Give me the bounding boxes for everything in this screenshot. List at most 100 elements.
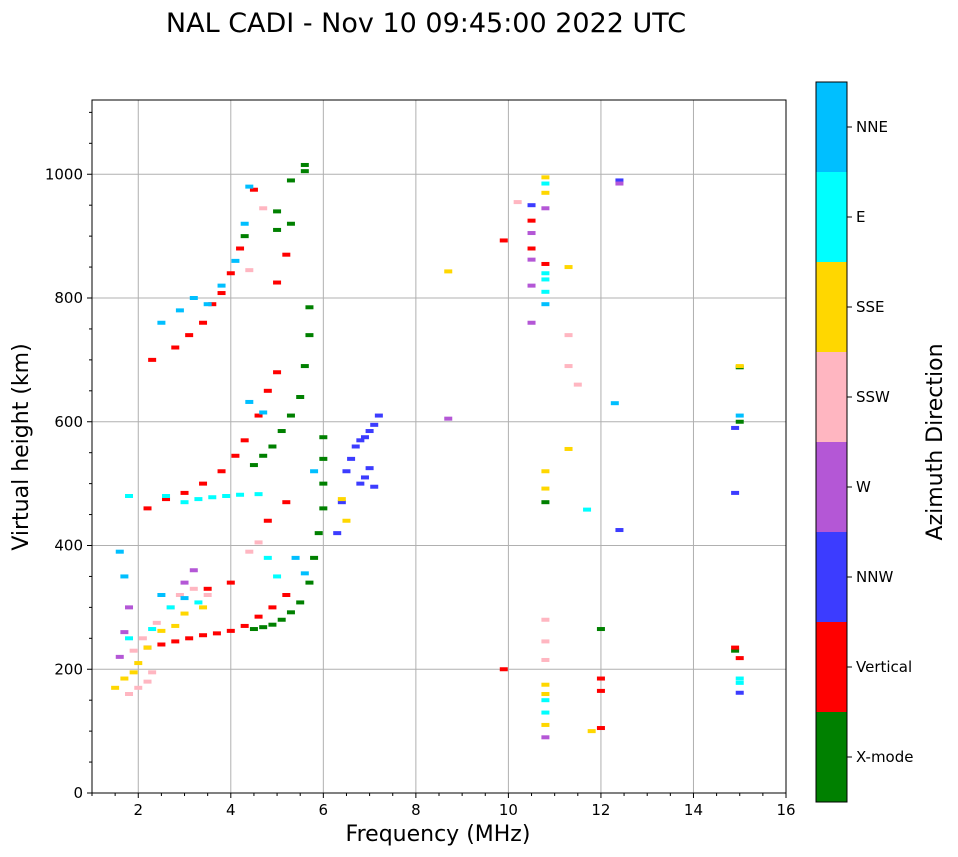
data-point-nne [203, 302, 212, 307]
data-point-sse [541, 175, 550, 180]
data-point-ssw [125, 692, 134, 696]
plot-frame [91, 99, 787, 794]
grid-lines [92, 100, 786, 793]
colorbar-segment-x-mode [816, 712, 847, 802]
data-point-nnw [370, 484, 379, 489]
data-point-x-mode [319, 456, 328, 461]
colorbar-frame [815, 81, 848, 803]
data-point-e [583, 507, 592, 512]
data-point-vertical [499, 238, 508, 243]
data-point-x-mode [319, 506, 328, 511]
data-point-sse [541, 190, 550, 195]
data-point-e [541, 698, 550, 703]
data-point-vertical [254, 614, 263, 619]
data-point-ssw [541, 657, 550, 662]
data-point-vertical [157, 642, 166, 647]
data-point-nne [245, 399, 254, 404]
data-point-vertical [162, 497, 171, 502]
data-point-ssw [259, 206, 268, 211]
data-point-sse [180, 611, 189, 616]
data-point-vertical [596, 676, 605, 681]
data-point-nnw [735, 690, 744, 695]
data-point-w [615, 181, 624, 186]
data-point-e [541, 277, 550, 282]
data-point-x-mode [296, 395, 305, 399]
data-point-vertical [226, 628, 235, 633]
data-point-vertical [171, 345, 180, 350]
data-point-sse [541, 722, 550, 727]
data-point-w [527, 283, 536, 288]
data-point-e [125, 636, 134, 641]
x-tick-label: 10 [499, 801, 518, 819]
data-point-sse [444, 269, 453, 274]
data-point-ssw [203, 593, 212, 597]
data-point-x-mode [273, 209, 282, 214]
data-point-nne [115, 549, 124, 554]
data-point-vertical [226, 580, 235, 585]
data-point-e [541, 289, 550, 294]
data-point-nnw [615, 528, 624, 533]
data-point-nnw [374, 413, 383, 418]
data-point-vertical [731, 645, 740, 650]
data-point-vertical [143, 506, 152, 511]
data-point-vertical [268, 605, 277, 610]
data-point-x-mode [319, 435, 328, 440]
data-point-e [180, 500, 189, 505]
data-point-nnw [615, 178, 624, 183]
data-point-e [541, 710, 550, 715]
data-point-vertical [527, 246, 536, 251]
data-point-ssw [129, 648, 138, 653]
data-point-nnw [337, 500, 346, 505]
colorbar-segment-vertical [816, 622, 847, 712]
data-point-e [125, 494, 134, 498]
data-point-x-mode [305, 305, 314, 310]
data-point-vertical [596, 688, 605, 693]
data-point-e [222, 494, 231, 498]
data-point-w [125, 605, 134, 610]
colorbar-segment-sse [816, 262, 847, 352]
colorbar-tick-label: SSE [856, 298, 885, 316]
data-point-w [541, 206, 550, 211]
data-point-x-mode [300, 364, 309, 369]
data-point-vertical [596, 726, 605, 731]
data-point-w [541, 735, 550, 740]
x-tick-label: 14 [684, 801, 703, 819]
data-point-ssw [152, 620, 161, 625]
data-point-sse [541, 486, 550, 491]
data-point-e [236, 492, 245, 497]
data-point-nne [291, 555, 300, 560]
colorbar-tick-label: NNE [856, 118, 888, 136]
data-point-ssw [513, 200, 522, 205]
data-point-x-mode [300, 162, 309, 167]
data-point-sse [129, 670, 138, 675]
data-point-e [735, 676, 744, 681]
data-point-sse [587, 729, 596, 734]
data-point-sse [564, 446, 573, 451]
colorbar-segment-nnw [816, 532, 847, 622]
data-point-vertical [263, 518, 272, 523]
data-point-w [527, 231, 536, 236]
data-point-w [527, 257, 536, 262]
x-axis-label: Frequency (MHz) [346, 822, 531, 847]
data-point-vertical [199, 633, 208, 638]
data-point-x-mode [314, 531, 323, 536]
data-point-x-mode [296, 600, 305, 605]
data-point-nne [157, 320, 166, 325]
data-point-ssw [175, 593, 184, 597]
data-point-ssw [134, 685, 143, 690]
colorbar-tick-label: W [856, 478, 871, 496]
data-point-ssw [148, 670, 157, 675]
data-point-sse [171, 623, 180, 628]
data-point-x-mode [277, 617, 286, 622]
data-point-nne [310, 469, 319, 474]
data-point-vertical [527, 218, 536, 223]
y-tick-label: 400 [54, 537, 83, 555]
y-tick-label: 600 [54, 413, 83, 431]
data-point-x-mode [286, 413, 295, 418]
data-point-w [527, 320, 536, 325]
data-point-x-mode [249, 463, 258, 468]
y-axis-ticks: 0 200 400 600 800 1000 [45, 165, 92, 802]
data-point-nnw [351, 444, 360, 449]
data-point-e [194, 497, 203, 502]
